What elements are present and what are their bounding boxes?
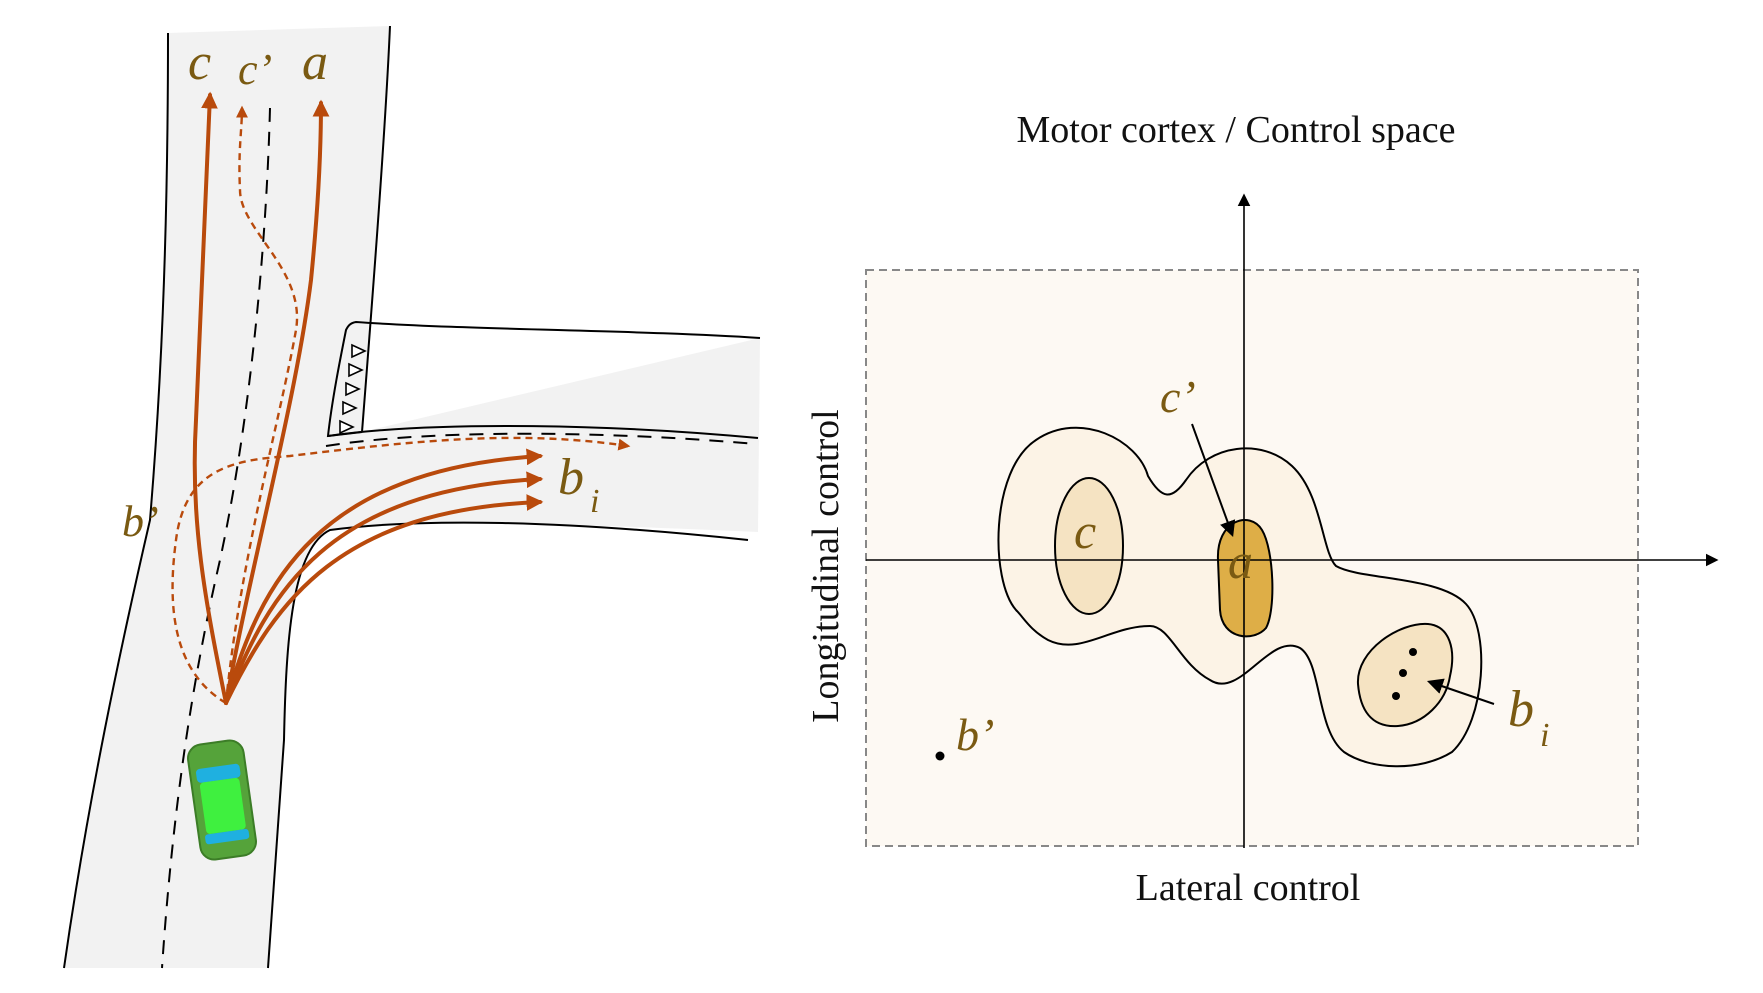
- road-edge-right-upper: [361, 25, 391, 433]
- label-c-prime: c’: [1160, 371, 1196, 422]
- pointer-c-prime: [1191, 423, 1236, 538]
- road-centre-line-side: [325, 432, 757, 447]
- contour-a: [1216, 519, 1274, 638]
- trajectory-b1: [224, 448, 544, 705]
- sample-point-b: [1399, 669, 1407, 677]
- alternative-trajectories: [171, 105, 631, 705]
- label-c: c: [1074, 503, 1096, 559]
- yield-triangle: [342, 400, 358, 416]
- trajectory-a: [224, 99, 330, 705]
- pointer-b: [1426, 678, 1495, 705]
- road-edge-side-bottom: [267, 521, 749, 969]
- label-a: a: [1228, 533, 1253, 589]
- car-roof: [199, 777, 246, 834]
- road-edge-side-top: [326, 320, 761, 438]
- label-b: b: [1508, 681, 1534, 738]
- control-space-title: Motor cortex / Control space: [1016, 109, 1455, 151]
- road-surface: [64, 26, 760, 968]
- car-rear-window: [205, 829, 250, 845]
- trajectory-b2: [224, 471, 544, 705]
- sample-point-b: [1409, 648, 1417, 656]
- yield-triangle: [351, 343, 367, 359]
- yield-triangle: [345, 381, 361, 397]
- road-edge-left: [63, 32, 169, 969]
- yield-markers: [339, 343, 367, 435]
- label-b-prime: b’: [956, 709, 994, 760]
- ego-car: [187, 739, 257, 861]
- road-scene: c c’ a b i b’: [63, 25, 761, 969]
- label-c: c: [188, 34, 211, 91]
- label-b-subscript: i: [1540, 717, 1549, 754]
- label-c-prime: c’: [238, 45, 272, 94]
- car-windshield: [195, 763, 241, 783]
- yield-triangle: [339, 419, 355, 435]
- sample-point-b: [1392, 692, 1400, 700]
- sample-point-b-prime: [935, 751, 945, 761]
- label-b-prime: b’: [122, 497, 159, 546]
- control-space-panel: Motor cortex / Control space c a c’ b i …: [805, 109, 1719, 909]
- label-b-subscript: i: [590, 483, 599, 520]
- trajectory-b-prime: [171, 436, 631, 705]
- yield-triangle: [348, 362, 364, 378]
- contour-c: [1054, 477, 1124, 615]
- trajectory-b3: [224, 494, 544, 705]
- trajectory-c: [192, 91, 228, 705]
- y-axis-label: Longitudinal control: [805, 409, 847, 722]
- label-b: b: [558, 449, 584, 506]
- x-axis-label: Lateral control: [1136, 867, 1361, 909]
- candidate-trajectories: [192, 91, 544, 705]
- road-centre-line-main: [161, 107, 271, 969]
- road-edge-side-top-inner: [327, 424, 759, 439]
- label-a: a: [302, 34, 328, 91]
